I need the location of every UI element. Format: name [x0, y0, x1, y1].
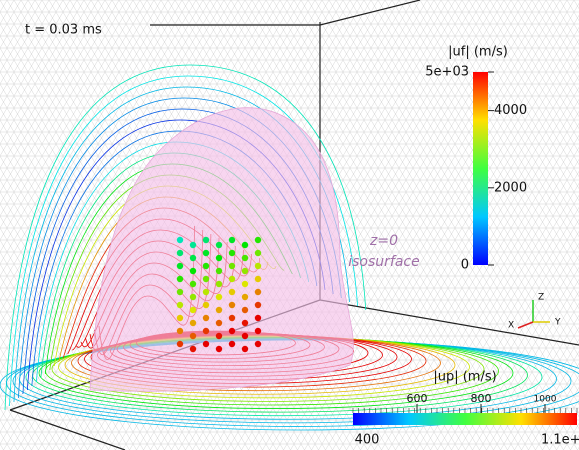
- particle: [203, 302, 209, 308]
- colorbar: [473, 72, 488, 265]
- particle: [177, 341, 183, 347]
- particle: [203, 276, 209, 282]
- particle: [216, 320, 222, 326]
- particle: [216, 346, 222, 352]
- particle: [255, 263, 261, 269]
- particle: [242, 268, 248, 274]
- particle: [242, 320, 248, 326]
- particle: [255, 341, 261, 347]
- axis-label: Z: [538, 293, 544, 303]
- particle: [203, 237, 209, 243]
- tick-label: 2000: [494, 180, 527, 195]
- colorbar-title: |uf| (m/s): [448, 45, 508, 60]
- particle: [242, 307, 248, 313]
- particle: [177, 289, 183, 295]
- particle: [255, 289, 261, 295]
- particle: [216, 268, 222, 274]
- particle: [203, 315, 209, 321]
- particle: [190, 255, 196, 261]
- visualization: t = 0.03 ms z=0 isosurface |uf| (m/s) |u…: [0, 0, 579, 450]
- range-label: 1.1e+03: [541, 433, 579, 448]
- particle: [229, 328, 235, 334]
- tick-label: 0: [461, 258, 469, 273]
- particle: [203, 250, 209, 256]
- tick-label: 5e+03: [425, 65, 469, 80]
- particle: [255, 237, 261, 243]
- particle: [242, 281, 248, 287]
- particle: [255, 315, 261, 321]
- particle: [255, 276, 261, 282]
- particle: [203, 341, 209, 347]
- particle: [229, 315, 235, 321]
- particle: [216, 255, 222, 261]
- particle: [190, 307, 196, 313]
- tick-label: 800: [471, 392, 492, 405]
- particle: [255, 302, 261, 308]
- particle: [229, 263, 235, 269]
- range-label: 400: [355, 433, 380, 448]
- particle: [190, 346, 196, 352]
- particle: [242, 255, 248, 261]
- particle: [203, 289, 209, 295]
- particle: [229, 302, 235, 308]
- axis-label: Y: [554, 318, 561, 328]
- particle: [242, 346, 248, 352]
- particle: [190, 294, 196, 300]
- particle: [216, 294, 222, 300]
- particle: [216, 333, 222, 339]
- particle: [242, 294, 248, 300]
- colorbar-title: |up| (m/s): [433, 370, 496, 385]
- particle: [190, 333, 196, 339]
- particle: [190, 320, 196, 326]
- particle: [229, 237, 235, 243]
- annotation: z=0: [369, 233, 398, 249]
- particle: [229, 250, 235, 256]
- particle: [177, 276, 183, 282]
- particle: [229, 289, 235, 295]
- particle: [177, 237, 183, 243]
- particle: [229, 341, 235, 347]
- particle: [242, 242, 248, 248]
- tick-label: 600: [407, 392, 428, 405]
- particle: [216, 281, 222, 287]
- tick-label: 4000: [494, 103, 527, 118]
- particle: [177, 328, 183, 334]
- time-label: t = 0.03 ms: [25, 23, 102, 38]
- particle: [255, 328, 261, 334]
- particle: [203, 263, 209, 269]
- particle: [216, 242, 222, 248]
- axis-label: X: [508, 321, 514, 331]
- particle: [190, 242, 196, 248]
- particle: [216, 307, 222, 313]
- particle: [177, 250, 183, 256]
- particle: [190, 281, 196, 287]
- colorbar: [353, 413, 577, 425]
- particle: [203, 328, 209, 334]
- particle: [177, 263, 183, 269]
- particle: [229, 276, 235, 282]
- tick-label: 1000: [534, 395, 557, 405]
- particle: [242, 333, 248, 339]
- particle: [177, 302, 183, 308]
- annotation: isosurface: [348, 254, 420, 270]
- colorbar-minor-ticks: [353, 408, 577, 413]
- particle: [177, 315, 183, 321]
- particle: [255, 250, 261, 256]
- particle: [190, 268, 196, 274]
